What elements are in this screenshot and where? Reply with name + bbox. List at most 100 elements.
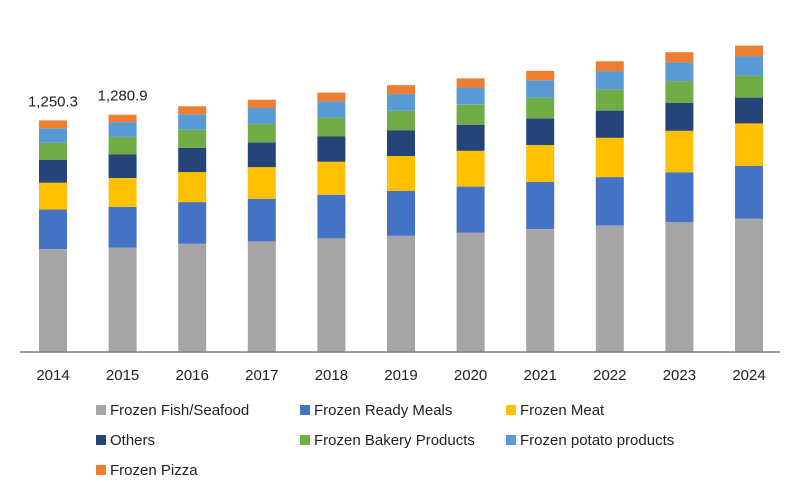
- bar-segment-2019-series-4: [387, 130, 415, 156]
- bar-segment-2014-series-3: [39, 182, 67, 210]
- bar-segment-2017-series-2: [247, 198, 276, 242]
- bar-segment-2014-series-7: [39, 120, 67, 129]
- bar-segment-2022-series-1: [595, 225, 624, 352]
- legend-item: Frozen Ready Meals: [300, 402, 452, 419]
- bar-segment-2020-series-1: [456, 232, 485, 352]
- bar-segment-2016-series-2: [178, 202, 207, 244]
- bar-segment-2022-series-2: [595, 177, 624, 226]
- x-tick-label: 2020: [454, 367, 487, 384]
- bar-segment-2024-series-6: [735, 56, 763, 76]
- bar-segment-2017-series-1: [247, 241, 276, 352]
- bar-segment-2021-series-1: [526, 229, 555, 352]
- x-tick-label: 2018: [315, 367, 348, 384]
- bar-segment-2022-series-4: [595, 110, 624, 138]
- legend-label: Frozen Fish/Seafood: [110, 402, 249, 419]
- bar-segment-2015-series-2: [108, 206, 137, 248]
- legend-item: Others: [96, 432, 155, 449]
- bar-segment-2018-series-1: [317, 238, 346, 352]
- legend-item: Frozen Fish/Seafood: [96, 402, 249, 419]
- bar-segment-2015-series-5: [108, 136, 137, 155]
- legend-swatch: [506, 405, 516, 415]
- data-labels: 1,250.3 1,280.9: [28, 88, 148, 111]
- bar-segment-2021-series-2: [526, 181, 555, 230]
- bar-segment-2019-series-6: [387, 94, 415, 111]
- bar-segment-2018-series-2: [317, 194, 346, 239]
- bar-segment-2015-series-1: [108, 247, 137, 352]
- bar-segment-2016-series-1: [178, 243, 207, 352]
- bar-segment-2014-series-6: [39, 128, 67, 143]
- bar-segment-2022-series-6: [595, 71, 624, 90]
- bar-segment-2019-series-2: [387, 191, 415, 236]
- legend-item: Frozen Bakery Products: [300, 432, 475, 449]
- bar-segment-2014-series-4: [39, 159, 67, 183]
- bar-segment-2024-series-3: [735, 123, 763, 166]
- bar-segment-2016-series-3: [178, 172, 207, 203]
- bar-segment-2015-series-7: [108, 114, 137, 123]
- bar-segment-2022-series-7: [595, 61, 624, 72]
- bar-segment-2021-series-4: [526, 118, 555, 146]
- x-tick-label: 2019: [384, 367, 417, 384]
- bar-segment-2019-series-1: [387, 235, 415, 352]
- bar-segment-2021-series-6: [526, 80, 555, 98]
- bar-segment-2024-series-1: [735, 218, 763, 352]
- bar-segment-2021-series-5: [526, 97, 555, 119]
- bar-segment-2017-series-6: [247, 108, 276, 124]
- bar-segment-2021-series-3: [526, 145, 555, 182]
- bar-segment-2020-series-3: [456, 150, 485, 187]
- x-tick-labels: 2014 2015 2016 2017 2018 2019 2020 2021 2022 2023…: [36, 367, 765, 384]
- bar-segment-2023-series-5: [665, 81, 694, 103]
- bar-segment-2022-series-5: [595, 89, 624, 111]
- bar-segment-2020-series-6: [456, 87, 485, 105]
- bar-segment-2018-series-4: [317, 136, 346, 162]
- bar-segment-2018-series-5: [317, 117, 346, 137]
- legend-swatch: [96, 465, 106, 475]
- legend-item: Frozen potato products: [506, 432, 674, 449]
- legend-label: Frozen Ready Meals: [314, 402, 452, 419]
- bar-segment-2021-series-7: [526, 70, 555, 81]
- legend-item: Frozen Pizza: [96, 462, 198, 479]
- legend-item: Frozen Meat: [506, 402, 605, 419]
- bar-segment-2023-series-7: [665, 52, 694, 63]
- bar-segment-2019-series-5: [387, 110, 415, 131]
- legend-swatch: [300, 405, 310, 415]
- legend: Frozen Fish/Seafood Frozen Ready Meals Fro…: [96, 402, 674, 479]
- bar-segment-2016-series-7: [178, 106, 207, 115]
- bar-segment-2014-series-1: [39, 249, 67, 352]
- bar-segment-2020-series-5: [456, 104, 485, 125]
- x-tick-label: 2023: [663, 367, 696, 384]
- x-tick-label: 2022: [593, 367, 626, 384]
- bar-segment-2017-series-3: [247, 167, 276, 199]
- bar-segment-2024-series-5: [735, 75, 763, 98]
- bar-segment-2023-series-6: [665, 62, 694, 82]
- data-label-total: 1,250.3: [28, 93, 78, 110]
- legend-label: Frozen Bakery Products: [314, 432, 475, 449]
- bar-segment-2020-series-2: [456, 186, 485, 233]
- bar-segment-2014-series-5: [39, 142, 67, 160]
- bars-group: [39, 45, 763, 352]
- bar-segment-2018-series-3: [317, 161, 346, 195]
- bar-segment-2018-series-7: [317, 92, 346, 102]
- bar-segment-2020-series-7: [456, 78, 485, 88]
- bar-segment-2017-series-4: [247, 142, 276, 168]
- bar-segment-2017-series-5: [247, 123, 276, 143]
- bar-segment-2019-series-3: [387, 156, 415, 191]
- bar-segment-2015-series-4: [108, 154, 137, 178]
- bar-segment-2016-series-6: [178, 114, 207, 130]
- bar-segment-2014-series-2: [39, 209, 67, 250]
- bar-segment-2023-series-3: [665, 130, 694, 173]
- bar-segment-2015-series-3: [108, 178, 137, 207]
- legend-swatch: [96, 405, 106, 415]
- x-tick-label: 2024: [732, 367, 765, 384]
- legend-swatch: [300, 435, 310, 445]
- bar-segment-2016-series-4: [178, 147, 207, 173]
- legend-label: Frozen potato products: [520, 432, 674, 449]
- bar-segment-2020-series-4: [456, 124, 485, 151]
- legend-swatch: [96, 435, 106, 445]
- bar-segment-2017-series-7: [247, 99, 276, 108]
- legend-label: Frozen Meat: [520, 402, 605, 419]
- x-tick-label: 2017: [245, 367, 278, 384]
- bar-segment-2024-series-4: [735, 97, 763, 124]
- bar-segment-2023-series-2: [665, 172, 694, 223]
